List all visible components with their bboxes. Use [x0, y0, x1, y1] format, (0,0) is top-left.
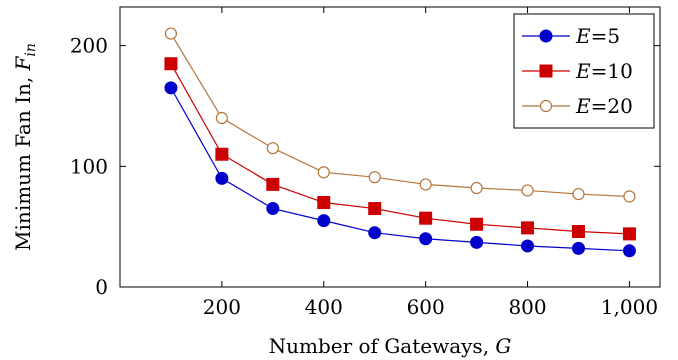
data-point: [419, 232, 433, 246]
y-axis-ticks: 0 100 200: [70, 34, 660, 299]
data-point: [215, 147, 229, 161]
x-tick-label: 200: [203, 295, 241, 319]
legend-entry: E=5: [575, 24, 620, 48]
x-axis-label: Number of Gateways, G: [269, 334, 512, 358]
data-point: [266, 177, 280, 191]
legend: E=5 E=10 E=20: [513, 13, 655, 129]
y-tick-label: 0: [95, 275, 108, 299]
data-point: [215, 111, 228, 125]
legend-marker: [539, 64, 553, 78]
legend-marker: [539, 29, 553, 43]
x-tick-label: 400: [305, 295, 343, 319]
data-point: [622, 227, 636, 241]
data-point: [419, 178, 432, 191]
y-axis-label: Minimum Fan In, Fin: [11, 43, 39, 251]
x-axis-ticks: 200 400 600 800 1,000: [203, 7, 658, 319]
data-point: [521, 221, 535, 235]
data-point: [572, 187, 585, 201]
legend-entry: E=10: [575, 59, 633, 83]
x-tick-label: 1,000: [601, 295, 658, 319]
data-point: [571, 241, 585, 255]
data-point: [266, 202, 280, 216]
data-point: [470, 235, 484, 249]
legend-marker: [539, 99, 553, 113]
y-tick-label: 100: [70, 154, 108, 178]
series-1: [164, 81, 636, 258]
data-point: [317, 196, 331, 210]
plot-area-frame: [119, 6, 661, 288]
data-point: [164, 27, 178, 40]
data-point: [368, 226, 382, 240]
data-point: [164, 81, 178, 95]
data-point: [521, 184, 534, 197]
x-tick-label: 800: [508, 295, 546, 319]
series-3: [164, 27, 636, 203]
data-point: [368, 171, 381, 184]
data-point: [622, 244, 636, 258]
series-layer: [164, 27, 636, 258]
data-point: [470, 181, 483, 195]
data-point: [266, 142, 279, 155]
data-point: [215, 171, 229, 185]
series-line: [170, 87, 630, 252]
data-point: [368, 202, 382, 216]
series-line: [170, 33, 630, 198]
series-2: [164, 57, 636, 241]
legend-entry: E=20: [575, 94, 633, 118]
data-point: [521, 239, 535, 253]
series-line: [170, 63, 630, 235]
data-point: [317, 166, 330, 179]
x-tick-label: 600: [407, 295, 445, 319]
data-point: [419, 211, 433, 225]
data-point: [623, 190, 636, 203]
data-point: [317, 214, 331, 228]
data-point: [571, 224, 585, 238]
data-point: [164, 57, 178, 71]
y-tick-label: 200: [70, 34, 108, 58]
data-point: [470, 217, 484, 231]
